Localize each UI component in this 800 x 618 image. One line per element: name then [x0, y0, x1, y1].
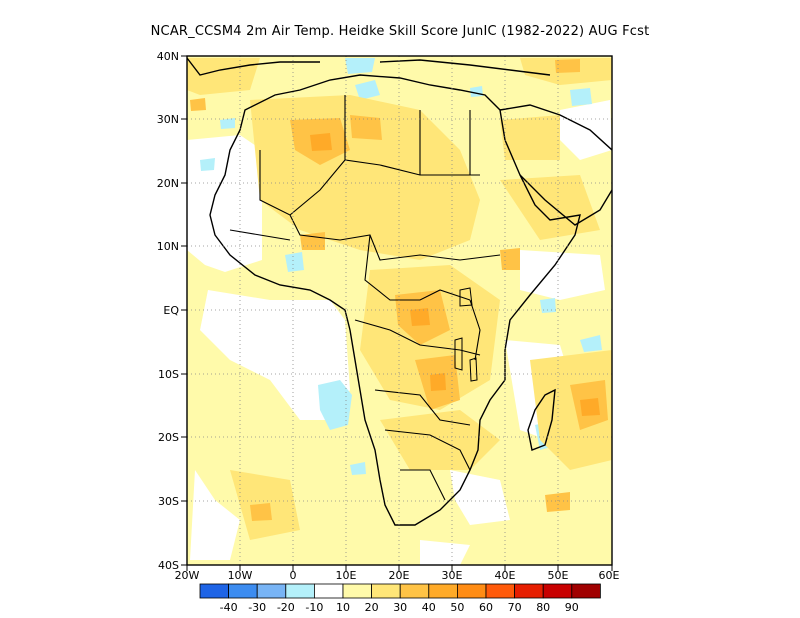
colorbar: -40 -30 -20 -10 10 20 30 40 50 60 70 80 90: [199, 583, 601, 614]
colorbar-label: -10: [305, 601, 323, 614]
y-tick-label: 10S: [158, 368, 179, 381]
very-high-skill-patches: [310, 133, 600, 416]
y-axis-labels: 40N 30N 20N 10N EQ 10S 20S 30S 40S: [157, 50, 180, 572]
figure-title: NCAR_CCSM4 2m Air Temp. Heidke Skill Sco…: [151, 24, 650, 39]
x-tick-label: 20W: [175, 569, 200, 582]
colorbar-labels: -40 -30 -20 -10 10 20 30 40 50 60 70 80 90: [220, 601, 579, 614]
colorbar-label: 40: [422, 601, 436, 614]
x-axis-labels: 20W 10W 0 10E 20E 30E 40E 50E 60E: [175, 569, 620, 582]
colorbar-label: 20: [365, 601, 379, 614]
axis-ticks: [181, 55, 613, 571]
colorbar-label: 90: [565, 601, 579, 614]
arabia-coastline: [499, 104, 612, 226]
colorbar-swatch: [399, 583, 430, 599]
skill-field: [187, 58, 612, 565]
x-tick-label: 20E: [389, 569, 410, 582]
colorbar-swatches: [199, 583, 601, 599]
country-borders: [229, 95, 501, 501]
grid-lines: [187, 56, 612, 565]
x-tick-label: 50E: [548, 569, 569, 582]
colorbar-swatch: [456, 583, 487, 599]
y-tick-label: 30N: [157, 113, 179, 126]
x-tick-label: 40E: [495, 569, 516, 582]
colorbar-swatch: [485, 583, 516, 599]
y-tick-label: 20S: [158, 431, 179, 444]
colorbar-swatch: [342, 583, 373, 599]
colorbar-label: -30: [248, 601, 266, 614]
colorbar-label: 60: [479, 601, 493, 614]
lake-outlines: [454, 287, 478, 382]
y-tick-label: 30S: [158, 495, 179, 508]
colorbar-label: 80: [536, 601, 550, 614]
colorbar-swatch: [371, 583, 401, 599]
colorbar-label: -40: [220, 601, 238, 614]
map-panel: 20W 10W 0 10E 20E 30E 40E 50E 60E 40N 30…: [157, 50, 620, 582]
x-tick-label: 0: [290, 569, 297, 582]
x-tick-label: 30E: [442, 569, 463, 582]
colorbar-label: 70: [508, 601, 522, 614]
colorbar-label: 30: [393, 601, 407, 614]
y-tick-label: 40N: [157, 50, 179, 63]
colorbar-label: 10: [336, 601, 350, 614]
y-tick-label: 20N: [157, 177, 179, 190]
colorbar-swatch: [256, 583, 287, 599]
colorbar-label: 50: [450, 601, 464, 614]
y-tick-label: EQ: [163, 304, 179, 317]
colorbar-swatch: [428, 583, 458, 599]
colorbar-swatch: [514, 583, 544, 599]
y-tick-label: 40S: [158, 559, 179, 572]
x-tick-label: 60E: [599, 569, 620, 582]
colorbar-label: -20: [277, 601, 295, 614]
madagascar-outline: [527, 388, 556, 451]
x-tick-label: 10E: [336, 569, 357, 582]
colorbar-swatch: [542, 583, 573, 599]
x-tick-label: 10W: [228, 569, 253, 582]
y-tick-label: 10N: [157, 240, 179, 253]
colorbar-swatch: [228, 583, 258, 599]
colorbar-swatch: [199, 583, 230, 599]
coastline-borders: [187, 57, 612, 526]
europe-coastline: [187, 57, 551, 76]
colorbar-swatch: [571, 583, 601, 599]
colorbar-swatch: [313, 583, 344, 599]
colorbar-swatch: [285, 583, 315, 599]
